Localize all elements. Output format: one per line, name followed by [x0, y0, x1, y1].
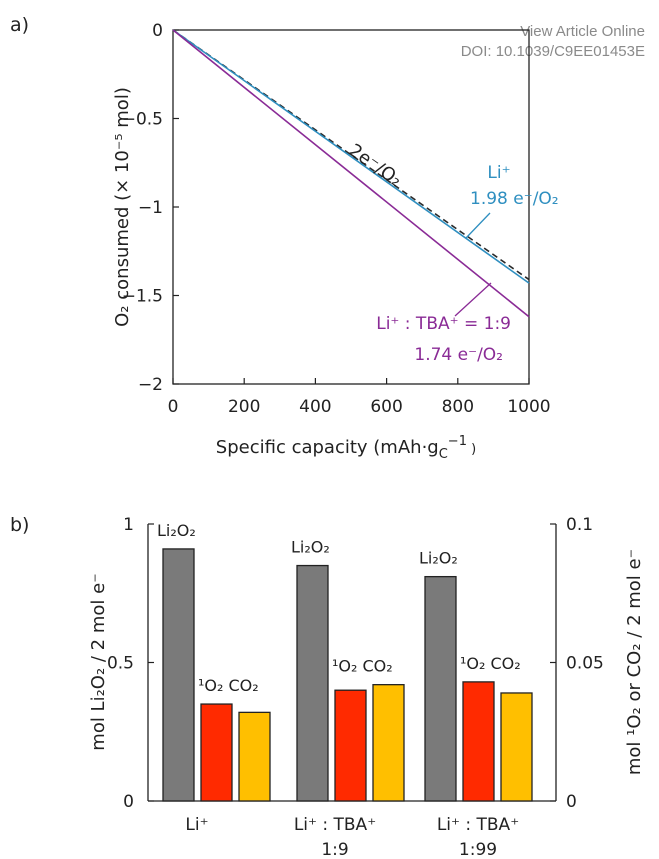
y-tick-label: 0 — [152, 21, 163, 41]
bar-label-1o2-co2: ¹O₂ CO₂ — [332, 657, 393, 676]
category-label: 1:99 — [459, 840, 497, 859]
x-tick-label: 0 — [168, 397, 179, 417]
series-line-2 — [172, 29, 530, 318]
watermark: View Article Online DOI: 10.1039/C9EE014… — [461, 22, 645, 62]
category-label: 1:9 — [321, 840, 348, 859]
y-tick-label: −2 — [138, 375, 163, 395]
annotation-2e-per-o2: 2e⁻/O₂ — [345, 140, 406, 191]
bar-co2-0 — [238, 711, 271, 802]
bar-li2o2-0 — [162, 548, 195, 802]
bar-label-1o2-co2: ¹O₂ CO₂ — [198, 676, 259, 695]
series-line-1 — [172, 29, 530, 284]
bar-label-li2o2: Li₂O₂ — [291, 538, 330, 557]
x-tick-label: 1000 — [507, 397, 550, 417]
bar-1o2-1 — [334, 689, 367, 802]
x-tick-label: 400 — [299, 397, 331, 417]
x-axis-label: Specific capacity (mAh·gC−1 ) — [216, 434, 476, 462]
left-y-tick-label: 0.5 — [107, 654, 134, 674]
right-y-tick-label: 0.05 — [566, 654, 604, 674]
panel-a-label: a) — [10, 14, 29, 36]
watermark-doi: DOI: 10.1039/C9EE01453E — [460, 43, 645, 60]
bar-1o2-0 — [200, 703, 233, 802]
annotation-tba-ratio: 1.74 e⁻/O₂ — [414, 345, 503, 365]
panel-b-chart: 0 0.5 1 0 0.05 0.1 Li₂O₂ ¹O₂ CO₂ Li₂O₂ ¹O₂ CO₂ Li₂… — [88, 515, 645, 859]
panel-a-chart: 0 200 400 600 800 1000 0 −0.5 −1 −1.5 −2 2e⁻/O₂ Li⁺ 1… — [112, 21, 559, 462]
watermark-link[interactable]: View Article Online — [520, 23, 645, 40]
bar-label-li2o2: Li₂O₂ — [157, 521, 196, 540]
annotation-li-name: Li⁺ — [487, 163, 510, 183]
x-tick-label: 800 — [442, 397, 474, 417]
y-axis-label: O₂ consumed (× 10⁻⁵ mol) — [112, 87, 133, 327]
annotation-li-ratio: 1.98 e⁻/O₂ — [470, 189, 559, 209]
bar-co2-2 — [500, 692, 533, 802]
left-y-tick-label: 0 — [123, 792, 134, 812]
y-tick-label: −1.5 — [122, 287, 163, 307]
x-tick-label: 600 — [370, 397, 402, 417]
panel-b-label: b) — [10, 514, 29, 536]
category-label: Li⁺ : TBA⁺ — [294, 815, 376, 835]
x-tick-label: 200 — [228, 397, 260, 417]
annotation-tba-name: Li⁺ : TBA⁺ = 1:9 — [376, 314, 511, 334]
bar-li2o2-1 — [296, 564, 329, 802]
bar-label-1o2-co2: ¹O₂ CO₂ — [460, 654, 521, 673]
annotation-tba-leader — [454, 282, 492, 317]
category-label: Li⁺ — [185, 815, 208, 835]
right-y-axis-label: mol ¹O₂ or CO₂ / 2 mol e⁻ — [624, 549, 645, 775]
left-y-axis-label: mol Li₂O₂ / 2 mol e⁻ — [88, 573, 109, 750]
bar-label-li2o2: Li₂O₂ — [419, 549, 458, 568]
left-y-tick-label: 1 — [123, 515, 134, 535]
bar-li2o2-2 — [424, 575, 457, 802]
bar-1o2-2 — [462, 681, 495, 802]
bar-co2-1 — [372, 684, 405, 802]
right-y-tick-label: 0 — [566, 792, 577, 812]
y-tick-label: −1 — [138, 198, 163, 218]
y-tick-label: −0.5 — [122, 110, 163, 130]
annotation-li-leader — [465, 212, 491, 239]
category-label: Li⁺ : TBA⁺ — [437, 815, 519, 835]
right-y-tick-label: 0.1 — [566, 515, 593, 535]
